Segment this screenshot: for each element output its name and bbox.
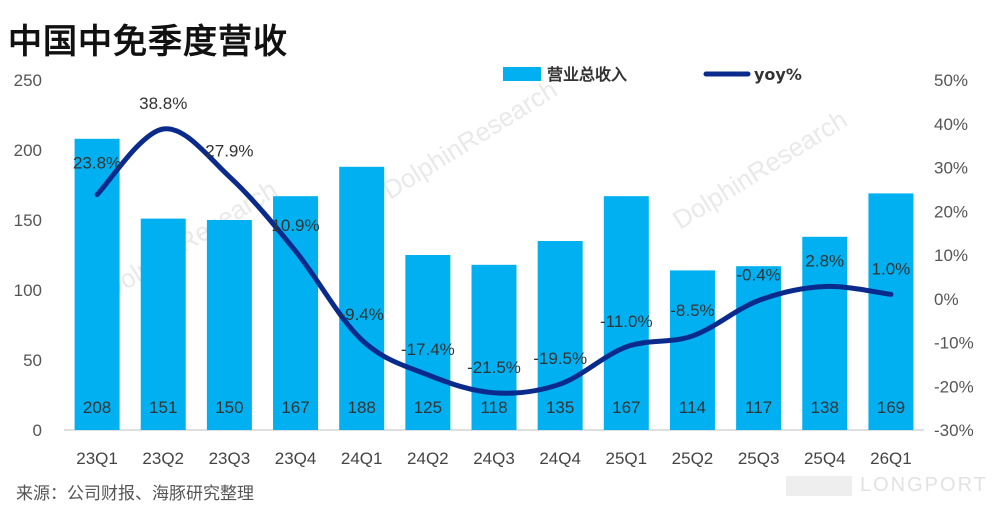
left-axis-ticks: 0 50 100 150 200 250 [14, 71, 42, 440]
revenue-value-label: 167 [612, 398, 640, 417]
right-tick-label: 10% [934, 246, 968, 265]
watermark-text: DolphinResearch [97, 174, 282, 305]
right-tick-label: 30% [934, 159, 968, 178]
right-tick-label: 20% [934, 202, 968, 221]
revenue-value-label: 138 [811, 398, 839, 417]
revenue-value-label: 135 [546, 398, 574, 417]
revenue-bar [669, 270, 715, 430]
right-tick-label: -30% [934, 421, 974, 440]
category-label: 25Q2 [672, 449, 714, 468]
brand-logo-mark [786, 476, 852, 496]
revenue-bar [603, 196, 649, 430]
legend-line-label: yoy% [754, 65, 802, 84]
revenue-value-label: 169 [877, 398, 905, 417]
chart-title: 中国中免季度营收 [8, 22, 288, 62]
left-tick-label: 150 [14, 211, 42, 230]
watermark-text: DolphinResearch [667, 104, 852, 235]
category-label: 24Q4 [539, 449, 581, 468]
category-label: 25Q3 [738, 449, 780, 468]
yoy-value-label: 10.9% [271, 216, 319, 235]
revenue-bar [802, 236, 848, 430]
yoy-line [94, 126, 894, 396]
category-label: 23Q1 [76, 449, 118, 468]
category-label: 23Q2 [142, 449, 184, 468]
revenue-value-label: 117 [745, 398, 772, 417]
category-labels: 23Q1 23Q2 23Q3 23Q4 24Q1 24Q2 24Q3 24Q4 25Q1 25Q2… [76, 449, 911, 468]
yoy-value-label: -17.4% [401, 340, 455, 359]
revenue-bar [868, 193, 914, 430]
yoy-value-label: -9.4% [339, 305, 383, 324]
left-tick-label: 250 [14, 71, 42, 90]
category-label: 25Q4 [804, 449, 846, 468]
yoy-value-label: -21.5% [467, 358, 521, 377]
left-tick-label: 50 [23, 351, 42, 370]
brand-logo-text: LONGPORT [860, 474, 988, 496]
revenue-value-label: 150 [215, 398, 243, 417]
right-axis-ticks: -30% -20% -10% 0% 10% 20% 30% 40% 50% [934, 71, 974, 440]
revenue-value-label: 125 [414, 398, 442, 417]
category-label: 26Q1 [870, 449, 912, 468]
bar-series [74, 138, 914, 431]
yoy-value-label: 38.8% [139, 94, 187, 113]
category-label: 24Q2 [407, 449, 449, 468]
bar-value-labels: 208 151 150 167 188 125 118 135 167 114 117 138 169 [83, 398, 905, 417]
category-label: 24Q3 [473, 449, 515, 468]
yoy-value-labels: 23.8% 38.8% 27.9% 10.9% -9.4% -17.4% -21.5% -19… [73, 94, 910, 377]
left-tick-label: 200 [14, 141, 42, 160]
legend-bar-swatch [503, 67, 541, 81]
legend-bar-label: 营业总收入 [547, 65, 627, 84]
yoy-value-label: 23.8% [73, 154, 121, 173]
revenue-value-label: 208 [83, 398, 111, 417]
legend: 营业总收入 yoy% [503, 65, 802, 84]
revenue-bar [471, 264, 517, 430]
revenue-bar [74, 138, 120, 431]
left-tick-label: 100 [14, 281, 42, 300]
revenue-value-label: 118 [480, 398, 507, 417]
right-tick-label: 40% [934, 115, 968, 134]
category-label: 25Q1 [606, 449, 648, 468]
left-tick-label: 0 [33, 421, 42, 440]
yoy-value-label: -19.5% [533, 349, 587, 368]
revenue-bar [405, 255, 451, 430]
revenue-bar [206, 220, 252, 430]
revenue-value-label: 188 [348, 398, 376, 417]
right-tick-label: -10% [934, 334, 974, 353]
right-tick-label: 0% [934, 290, 959, 309]
revenue-value-label: 167 [281, 398, 309, 417]
revenue-value-label: 151 [149, 398, 177, 417]
watermark-text: DolphinResearch [377, 74, 562, 205]
yoy-value-label: 27.9% [205, 142, 253, 161]
source-note: 来源：公司财报、海豚研究整理 [16, 484, 254, 504]
category-label: 24Q1 [341, 449, 383, 468]
category-label: 23Q3 [209, 449, 251, 468]
right-tick-label: 50% [934, 71, 968, 90]
yoy-value-label: -0.4% [736, 266, 780, 285]
revenue-value-label: 114 [679, 398, 706, 417]
category-label: 23Q4 [275, 449, 317, 468]
yoy-value-label: -8.5% [670, 301, 714, 320]
revenue-bar [339, 166, 385, 431]
yoy-value-label: 1.0% [872, 259, 911, 278]
yoy-value-label: 2.8% [805, 252, 844, 271]
revenue-bar [537, 241, 583, 430]
revenue-bar [140, 218, 186, 430]
right-tick-label: -20% [934, 377, 974, 396]
yoy-value-label: -11.0% [600, 312, 653, 331]
